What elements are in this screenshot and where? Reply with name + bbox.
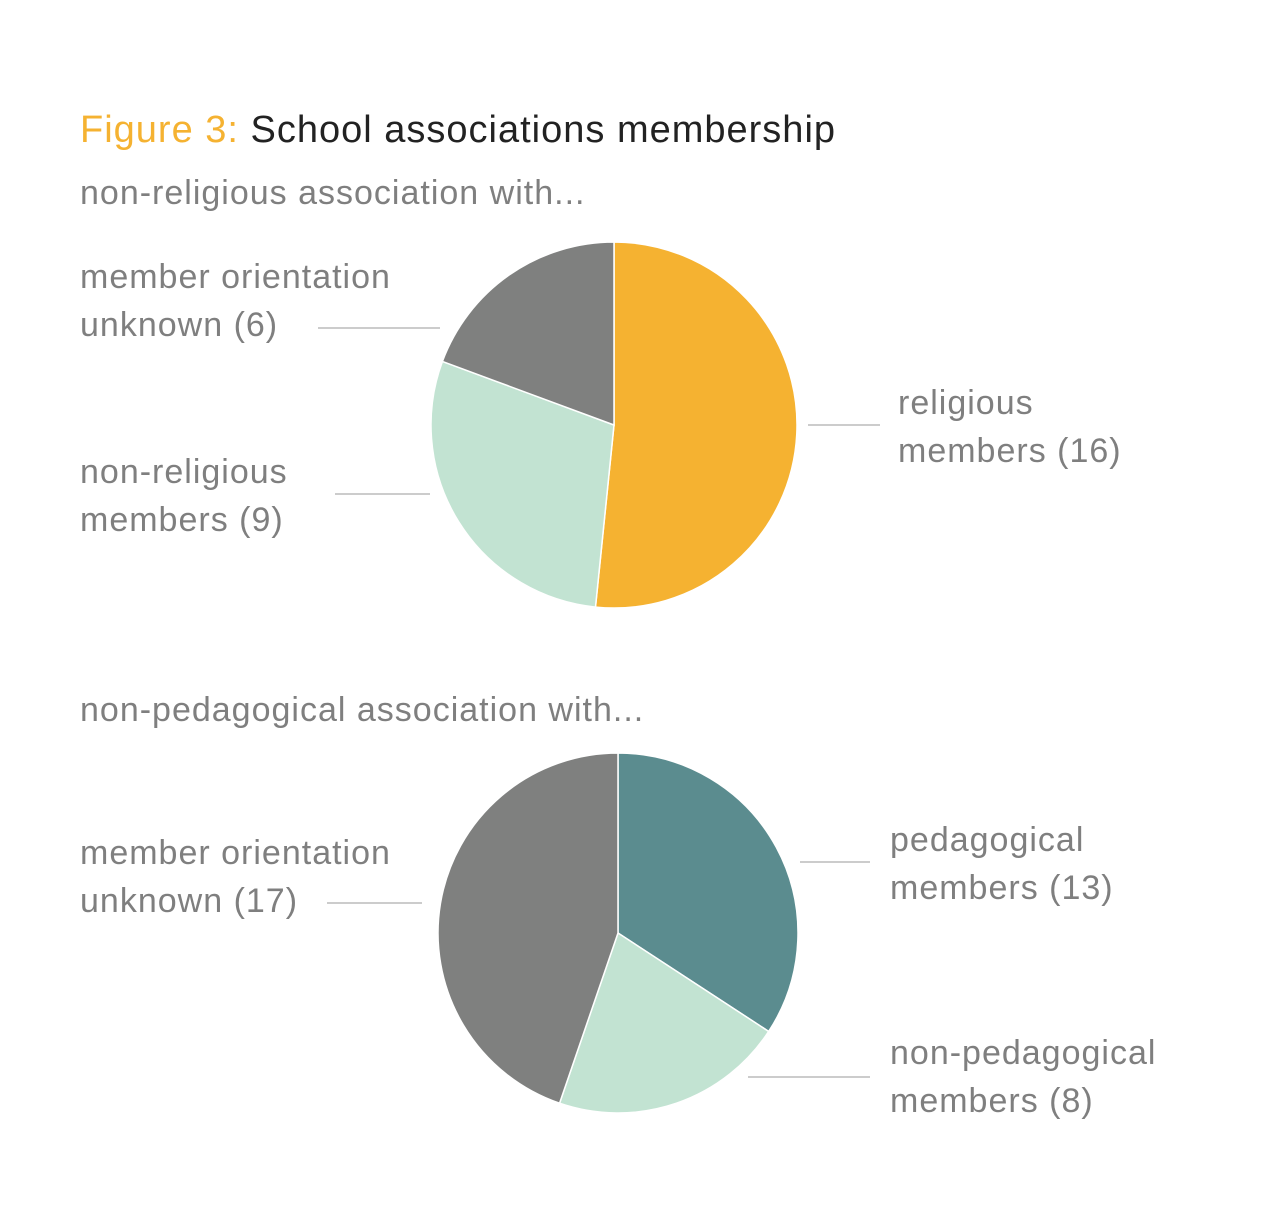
- slice-label: pedagogical members (13): [890, 816, 1150, 912]
- slice-label: non-pedagogical members (8): [890, 1029, 1220, 1125]
- value-label: (6): [233, 306, 279, 344]
- figure-label: Figure 3:: [80, 109, 239, 151]
- slice-label: non-religious members (9): [80, 448, 340, 544]
- pie-slice: [594, 241, 798, 609]
- category-label: non-pedagogical members: [890, 1034, 1157, 1120]
- title: Figure 3: School associations membership: [80, 106, 836, 154]
- category-label: pedagogical members: [890, 821, 1085, 907]
- category-label: member orientation unknown: [80, 834, 391, 920]
- subtitle: non-pedagogical association with...: [80, 691, 645, 729]
- value-label: (16): [1057, 432, 1122, 470]
- chart-title: School associations membership: [250, 109, 837, 151]
- value-label: (9): [239, 501, 284, 539]
- category-label: non-religious members: [80, 453, 288, 539]
- slice-label: member orientation unknown (17): [80, 829, 450, 925]
- value-label: (13): [1049, 869, 1114, 907]
- category-label: religious members: [898, 384, 1047, 470]
- value-label: (8): [1049, 1082, 1094, 1120]
- slice-label: religious members (16): [898, 379, 1158, 475]
- subtitle: non-religious association with...: [80, 174, 586, 212]
- pie-slice: [437, 752, 619, 1105]
- pie-slice: [441, 241, 615, 427]
- slice-label: member orientation unknown (6): [80, 253, 450, 349]
- pie-slice: [558, 931, 770, 1114]
- value-label: (17): [233, 882, 299, 920]
- category-label: member orientation unknown: [80, 258, 391, 344]
- pie-slice: [430, 360, 615, 608]
